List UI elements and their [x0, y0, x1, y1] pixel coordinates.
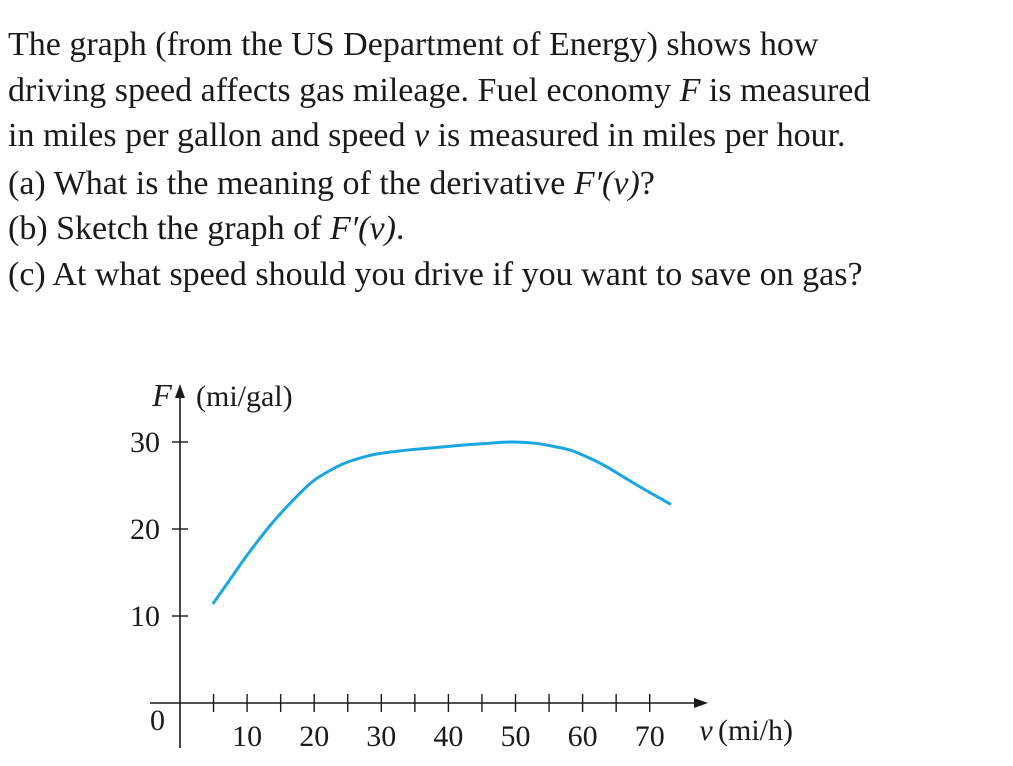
problem-line-3: in miles per gallon and speed v is measu… — [8, 117, 846, 154]
y-axis-variable: F — [151, 377, 172, 413]
tick-marks — [172, 441, 651, 712]
variable-v: v — [414, 117, 430, 154]
problem-line-2: driving speed affects gas mileage. Fuel … — [8, 71, 871, 109]
question-a: (a) What is the meaning of the derivativ… — [8, 164, 655, 202]
axes — [150, 384, 708, 748]
tick-labels: 10 20 30 40 50 60 70 10 20 30 0 F (mi/gal) v (mi/h) — [130, 377, 793, 753]
derivative-expression-a: F′(v) — [573, 164, 640, 202]
problem-text: The graph (from the US Department of Ene… — [8, 22, 1008, 297]
derivative-expression-b: F′(v) — [329, 210, 396, 247]
x-tick-label-40: 40 — [433, 720, 463, 753]
fuel-economy-curve — [212, 440, 672, 605]
question-c: (c) At what speed should you drive if yo… — [8, 255, 863, 293]
x-tick-label-30: 30 — [366, 720, 396, 753]
question-b: (b) Sketch the graph of F′(v). — [8, 210, 405, 247]
series — [212, 440, 672, 605]
y-tick-label-30: 30 — [130, 426, 160, 459]
problem-line-1: The graph (from the US Department of Ene… — [8, 26, 819, 63]
x-tick-label-70: 70 — [635, 720, 665, 753]
y-axis-unit: (mi/gal) — [196, 380, 293, 413]
x-tick-label-20: 20 — [299, 720, 329, 753]
x-tick-label-10: 10 — [232, 720, 262, 753]
variable-f: F — [679, 71, 701, 109]
y-tick-label-20: 20 — [130, 513, 160, 546]
y-axis-arrowhead — [175, 384, 185, 398]
x-tick-label-60: 60 — [568, 720, 598, 753]
x-tick-label-50: 50 — [501, 720, 531, 753]
x-axis-arrowhead — [694, 698, 708, 708]
origin-label: 0 — [150, 704, 165, 737]
x-axis-variable: v — [699, 714, 713, 747]
y-tick-label-10: 10 — [130, 600, 160, 633]
x-axis-unit: (mi/h) — [718, 714, 793, 747]
